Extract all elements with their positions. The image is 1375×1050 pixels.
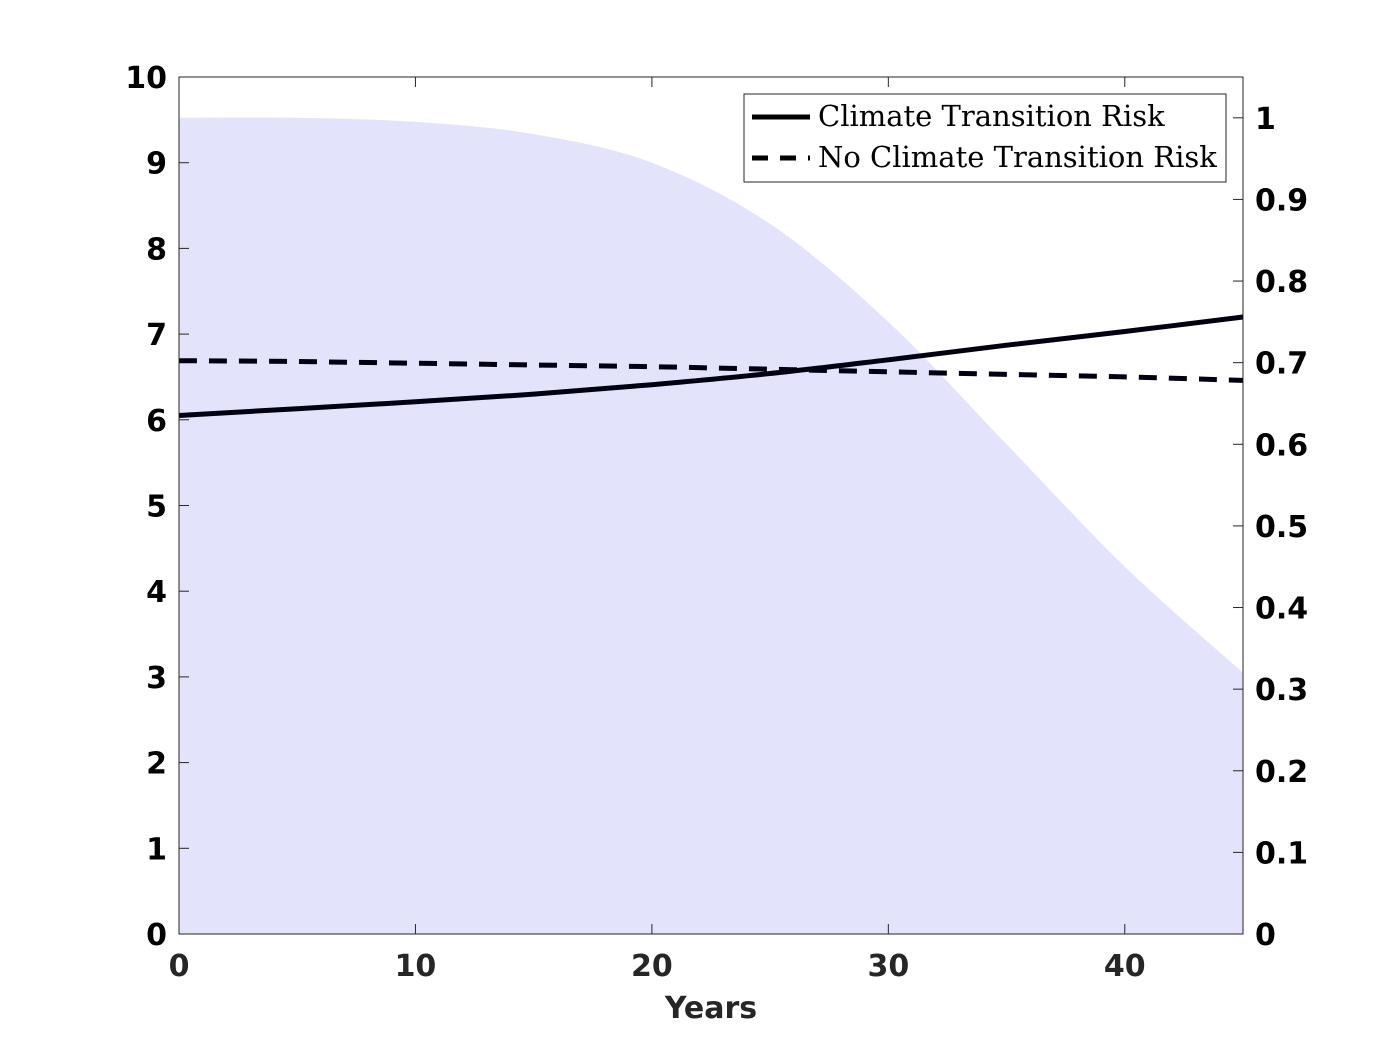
tick-layer: 0 10 20 30 40 0 1 2 3 4 5 6 7 8 9 10 0 0.1 0.2 0.3 0.4 0.5 0.6… [125,61,1308,984]
y-left-tick-label: 5 [146,490,167,525]
x-tick-label: 20 [631,949,673,984]
y-left-tick-label: 9 [146,147,167,182]
y-right-tick-label: 0.8 [1255,265,1308,300]
x-tick-label: 40 [1104,949,1146,984]
series-line-climate-risk [178,314,1244,418]
legend-box [743,93,1227,183]
y-right-tick-label: 0.1 [1255,836,1308,871]
x-tick-label: 30 [867,949,909,984]
legend-label-no-climate-risk: No Climate Transition Risk [818,140,1217,174]
x-axis-title: Years [664,991,757,1026]
x-tick-label: 10 [395,949,437,984]
y-left-tick-label: 7 [146,318,167,353]
y-left-tick-label: 3 [146,661,167,696]
y-right-tick-label: 0.4 [1255,592,1308,627]
y-right-tick-label: 0.6 [1255,428,1308,463]
area-layer [179,117,1243,934]
y-left-tick-label: 6 [146,404,167,439]
y-right-tick-label: 0.2 [1255,755,1308,790]
y-left-tick-label: 10 [125,61,167,96]
y-left-tick-label: 0 [146,918,167,953]
y-left-tick-label: 2 [146,747,167,782]
y-right-tick-label: 0.3 [1255,673,1308,708]
y-right-tick-label: 0.5 [1255,510,1308,545]
y-right-tick-label: 0.7 [1255,347,1308,382]
legend-label-climate-risk: Climate Transition Risk [818,99,1165,133]
y-left-tick-label: 1 [146,832,167,867]
y-right-tick-label: 1 [1255,102,1276,137]
y-right-tick-label: 0 [1255,918,1276,953]
x-tick-label: 0 [169,949,190,984]
y-right-tick-label: 0.9 [1255,183,1308,218]
line-layer [178,314,1244,418]
y-left-tick-label: 4 [146,575,167,610]
series-line-no-climate-risk [178,358,1244,383]
y-left-tick-label: 8 [146,232,167,267]
probability-area [179,117,1243,934]
legend: Climate Transition Risk No Climate Trans… [743,93,1227,183]
